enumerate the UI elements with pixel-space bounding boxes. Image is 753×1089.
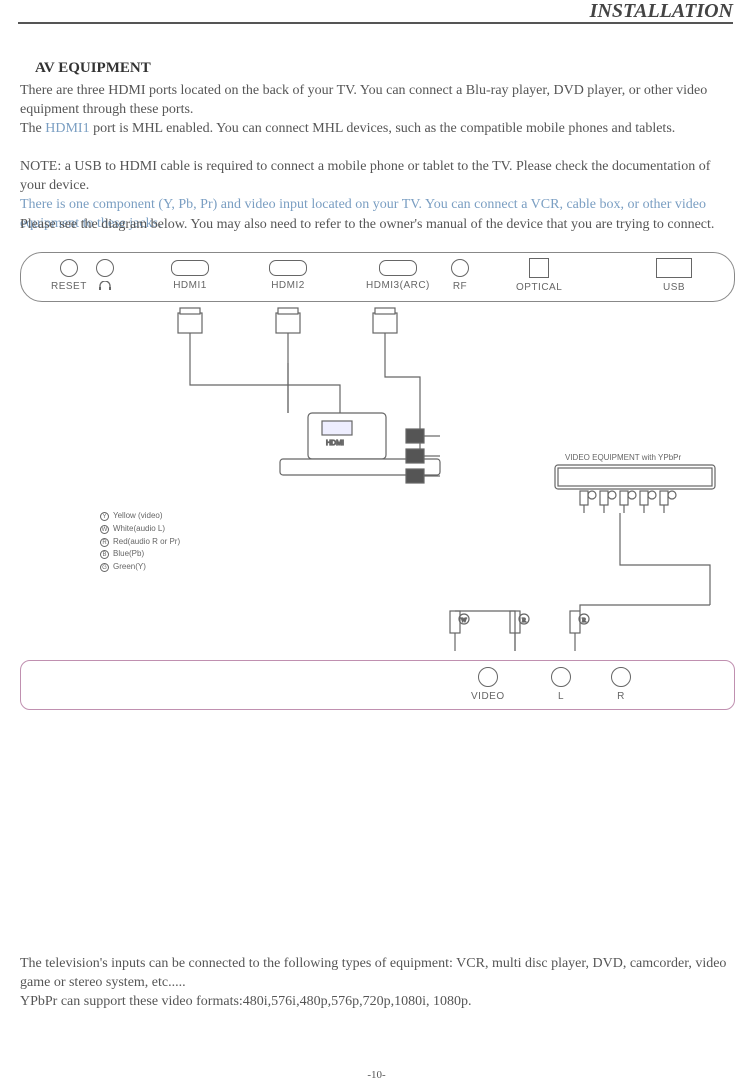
p2-post: port is MHL enabled. You can connect MHL… [90,121,676,136]
hdmi1-label: HDMI1 [171,280,209,291]
rf-shape [451,259,469,277]
r-label: R [611,691,631,702]
port-l: L [551,667,571,702]
video-equipment-label: VIDEO EQUIPMENT with YPbPr [565,453,681,462]
port-reset: RESET [51,259,87,292]
hdmi1-shape [171,260,209,276]
paragraph-2: The HDMI1 port is MHL enabled. You can c… [20,120,735,139]
paragraph-3: NOTE: a USB to HDMI cable is required to… [20,158,735,196]
port-rf: RF [451,259,469,292]
legend-blue: BBlue(Pb) [100,548,180,561]
port-r: R [611,667,631,702]
paragraph-1: There are three HDMI ports located on th… [20,82,735,120]
hdmi2-label: HDMI2 [269,280,307,291]
usb-shape [656,258,692,278]
port-hdmi2: HDMI2 [269,260,307,291]
legend-red: RRed(audio R or Pr) [100,536,180,549]
footer-paragraph-1: The television's inputs can be connected… [20,955,735,993]
port-hdmi3: HDMI3(ARC) [366,260,430,291]
header-rule [18,22,733,24]
headphone-shape [96,259,114,277]
optical-shape [529,258,549,278]
reset-shape [60,259,78,277]
rf-label: RF [451,281,469,292]
port-optical: OPTICAL [516,258,562,293]
port-video: VIDEO [471,667,505,702]
usb-label: USB [656,282,692,293]
optical-label: OPTICAL [516,282,562,293]
l-label: L [551,691,571,702]
hdmi3-label: HDMI3(ARC) [366,280,430,291]
legend-white: WWhite(audio L) [100,523,180,536]
paragraph-5: Please see the diagram below. You may al… [20,216,735,235]
svg-text:R: R [582,618,586,624]
p2-pre: The [20,121,45,136]
port-headphone [96,259,114,294]
video-label: VIDEO [471,691,505,702]
port-panel-top: RESET HDMI1 HDMI2 HDMI3(ARC) RF OPTICAL … [20,252,735,302]
port-panel-bottom: VIDEO L R [20,660,735,710]
port-usb: USB [656,258,692,293]
svg-text:HDMI: HDMI [326,440,344,447]
reset-label: RESET [51,281,87,292]
legend-yellow: YYellow (video) [100,510,180,523]
page-header-title: INSTALLATION [590,0,733,23]
headphone-icon [96,281,114,294]
footer-paragraph-2: YPbPr can support these video formats:48… [20,993,735,1012]
r-shape [611,667,631,687]
p2-highlight: HDMI1 [45,121,89,136]
svg-text:W: W [461,618,467,624]
color-legend: YYellow (video) WWhite(audio L) RRed(aud… [100,510,180,574]
hdmi2-shape [269,260,307,276]
video-shape [478,667,498,687]
legend-green: GGreen(Y) [100,561,180,574]
hdmi3-shape [379,260,417,276]
page-number: -10- [0,1069,753,1081]
port-hdmi1: HDMI1 [171,260,209,291]
l-shape [551,667,571,687]
section-title: AV EQUIPMENT [35,60,151,77]
svg-text:R: R [522,618,526,624]
